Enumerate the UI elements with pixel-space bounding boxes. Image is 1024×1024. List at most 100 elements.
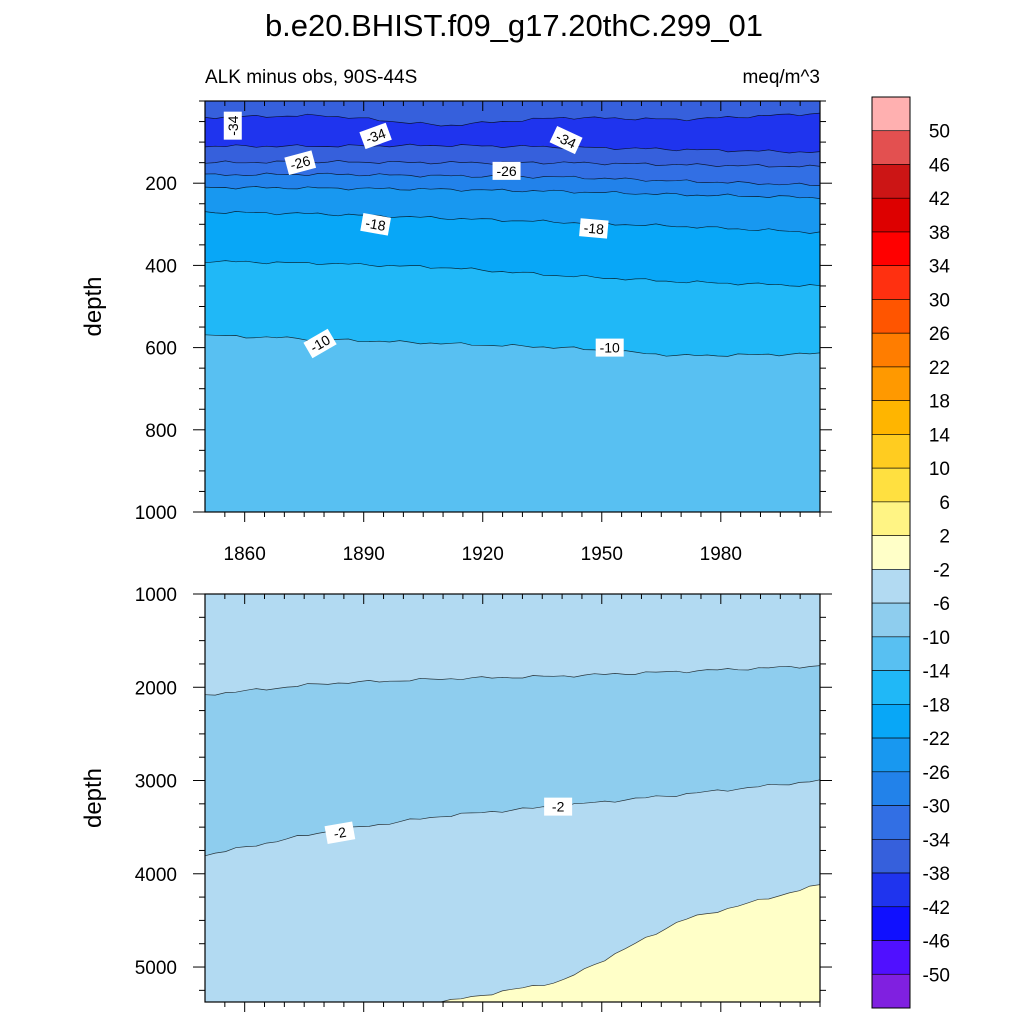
contour-label: -34: [223, 111, 242, 140]
y-tick-label: 800: [145, 421, 177, 442]
colorbar-label: 18: [929, 392, 950, 413]
y-tick-label: 5000: [135, 958, 177, 979]
contour-label: -10: [303, 328, 337, 359]
colorbar-swatch: [871, 670, 911, 705]
contour-line: [204, 112, 821, 127]
contour-label-bg: [544, 797, 573, 816]
colorbar-label: 14: [929, 425, 951, 446]
colorbar-swatch: [871, 872, 911, 908]
plot-frame: [204, 593, 821, 1003]
colorbar-label: -26: [923, 763, 950, 784]
x-tick-label: 1890: [343, 544, 385, 565]
colorbar-swatch: [871, 535, 911, 570]
y-tick-label: 600: [145, 339, 177, 360]
colorbar-swatch: [871, 467, 911, 503]
contour-label: -34: [549, 125, 583, 155]
contour-label-text: -2: [332, 824, 347, 842]
chart-title: b.e20.BHIST.f09_g17.20thC.299_01: [265, 8, 763, 43]
contour-label: -2: [324, 821, 356, 845]
colorbar-label: 30: [929, 290, 950, 311]
contour-line: [204, 260, 821, 287]
contour-label-bg: [579, 218, 609, 239]
colorbar-label: -2: [933, 560, 950, 581]
contour-label-bg: [360, 213, 391, 236]
y-tick-label: 400: [145, 256, 177, 277]
x-tick-label: 1950: [581, 544, 623, 565]
contour-label-text: -34: [554, 129, 579, 152]
contour-label-bg: [359, 122, 392, 150]
y-tick-label: 200: [145, 174, 177, 195]
contour-label-bg: [223, 111, 242, 140]
x-tick-label: 1980: [700, 544, 742, 565]
contour-label: -18: [360, 213, 391, 236]
colorbar-swatch: [871, 299, 911, 334]
colorbar-label: 26: [929, 324, 950, 345]
contour-line: [204, 665, 821, 696]
contour-label-text: -18: [364, 215, 387, 234]
contour-label: -18: [579, 218, 609, 239]
colorbar-swatch: [871, 366, 911, 401]
colorbar-label: -10: [923, 628, 950, 649]
colorbar-swatch: [871, 771, 911, 806]
contour-label-text: -26: [288, 152, 312, 173]
colorbar-label: 42: [929, 189, 950, 210]
x-tick-label: 1860: [224, 544, 266, 565]
colorbar-swatch: [871, 602, 911, 638]
colorbar-label: -46: [923, 932, 950, 953]
colorbar-swatch: [871, 906, 911, 941]
colorbar-swatch: [871, 164, 911, 199]
contour-fill-2: [205, 884, 820, 1002]
colorbar: 50 46 42 38 34 30 26 22 18 14 10 6 2 -2 -6 -10 -14 -18 -22…: [871, 96, 951, 1009]
colorbar-label: -18: [923, 695, 950, 716]
contour-label-bg: [492, 161, 521, 180]
colorbar-swatch: [871, 197, 911, 233]
contour-label-text: -26: [496, 163, 516, 179]
y-axis-label: depth: [80, 276, 107, 336]
x-tick-label: 1920: [462, 544, 504, 565]
colorbar-swatch: [871, 973, 911, 1009]
colorbar-label: 50: [929, 122, 950, 143]
colorbar-swatch: [871, 130, 911, 165]
upper-panel: -34 -34 -34 -26 -26 -18 -18 -10 -10 1860 1890 1920 1…: [80, 100, 832, 565]
contour-label: -10: [595, 338, 624, 357]
colorbar-label: 6: [939, 493, 950, 514]
colorbar-swatch: [871, 231, 911, 267]
y-axis-label: depth: [80, 768, 107, 828]
colorbar-swatch: [871, 636, 911, 671]
colorbar-label: -30: [923, 797, 950, 818]
y-tick-label: 3000: [135, 772, 177, 793]
colorbar-swatch: [871, 569, 911, 604]
colorbar-swatch: [871, 704, 911, 739]
colorbar-swatch: [871, 838, 911, 874]
contour-line: [204, 779, 821, 857]
colorbar-label: 34: [929, 257, 951, 278]
contour-label: -2: [544, 797, 573, 816]
contour-line: [204, 143, 821, 154]
y-tick-label: 1000: [135, 503, 177, 524]
contour-label: -26: [492, 161, 521, 180]
colorbar-label: 2: [939, 527, 950, 548]
contour-fill--10: [205, 334, 820, 512]
colorbar-label: -22: [923, 729, 950, 750]
contour-label-text: -10: [600, 340, 620, 356]
colorbar-label: 22: [929, 358, 950, 379]
contour-label-text: -18: [583, 220, 605, 238]
contour-label-bg: [324, 821, 356, 845]
panel-subtitle: ALK minus obs, 90S-44S: [205, 67, 417, 88]
contour-label: -26: [284, 150, 317, 175]
contour-label-text: -2: [552, 799, 565, 815]
colorbar-swatch: [871, 737, 911, 773]
y-tick-label: 2000: [135, 678, 177, 699]
colorbar-label: 46: [929, 155, 950, 176]
colorbar-swatch: [871, 332, 911, 368]
contour-label-bg: [595, 338, 624, 357]
colorbar-label: -50: [923, 965, 950, 986]
units-label: meq/m^3: [742, 67, 820, 88]
colorbar-frame: [871, 96, 911, 1009]
colorbar-label: -34: [923, 830, 951, 851]
colorbar-swatch: [871, 434, 911, 469]
colorbar-label: -14: [923, 662, 951, 683]
contour-label-bg: [303, 328, 337, 359]
contour-line: [204, 334, 821, 357]
